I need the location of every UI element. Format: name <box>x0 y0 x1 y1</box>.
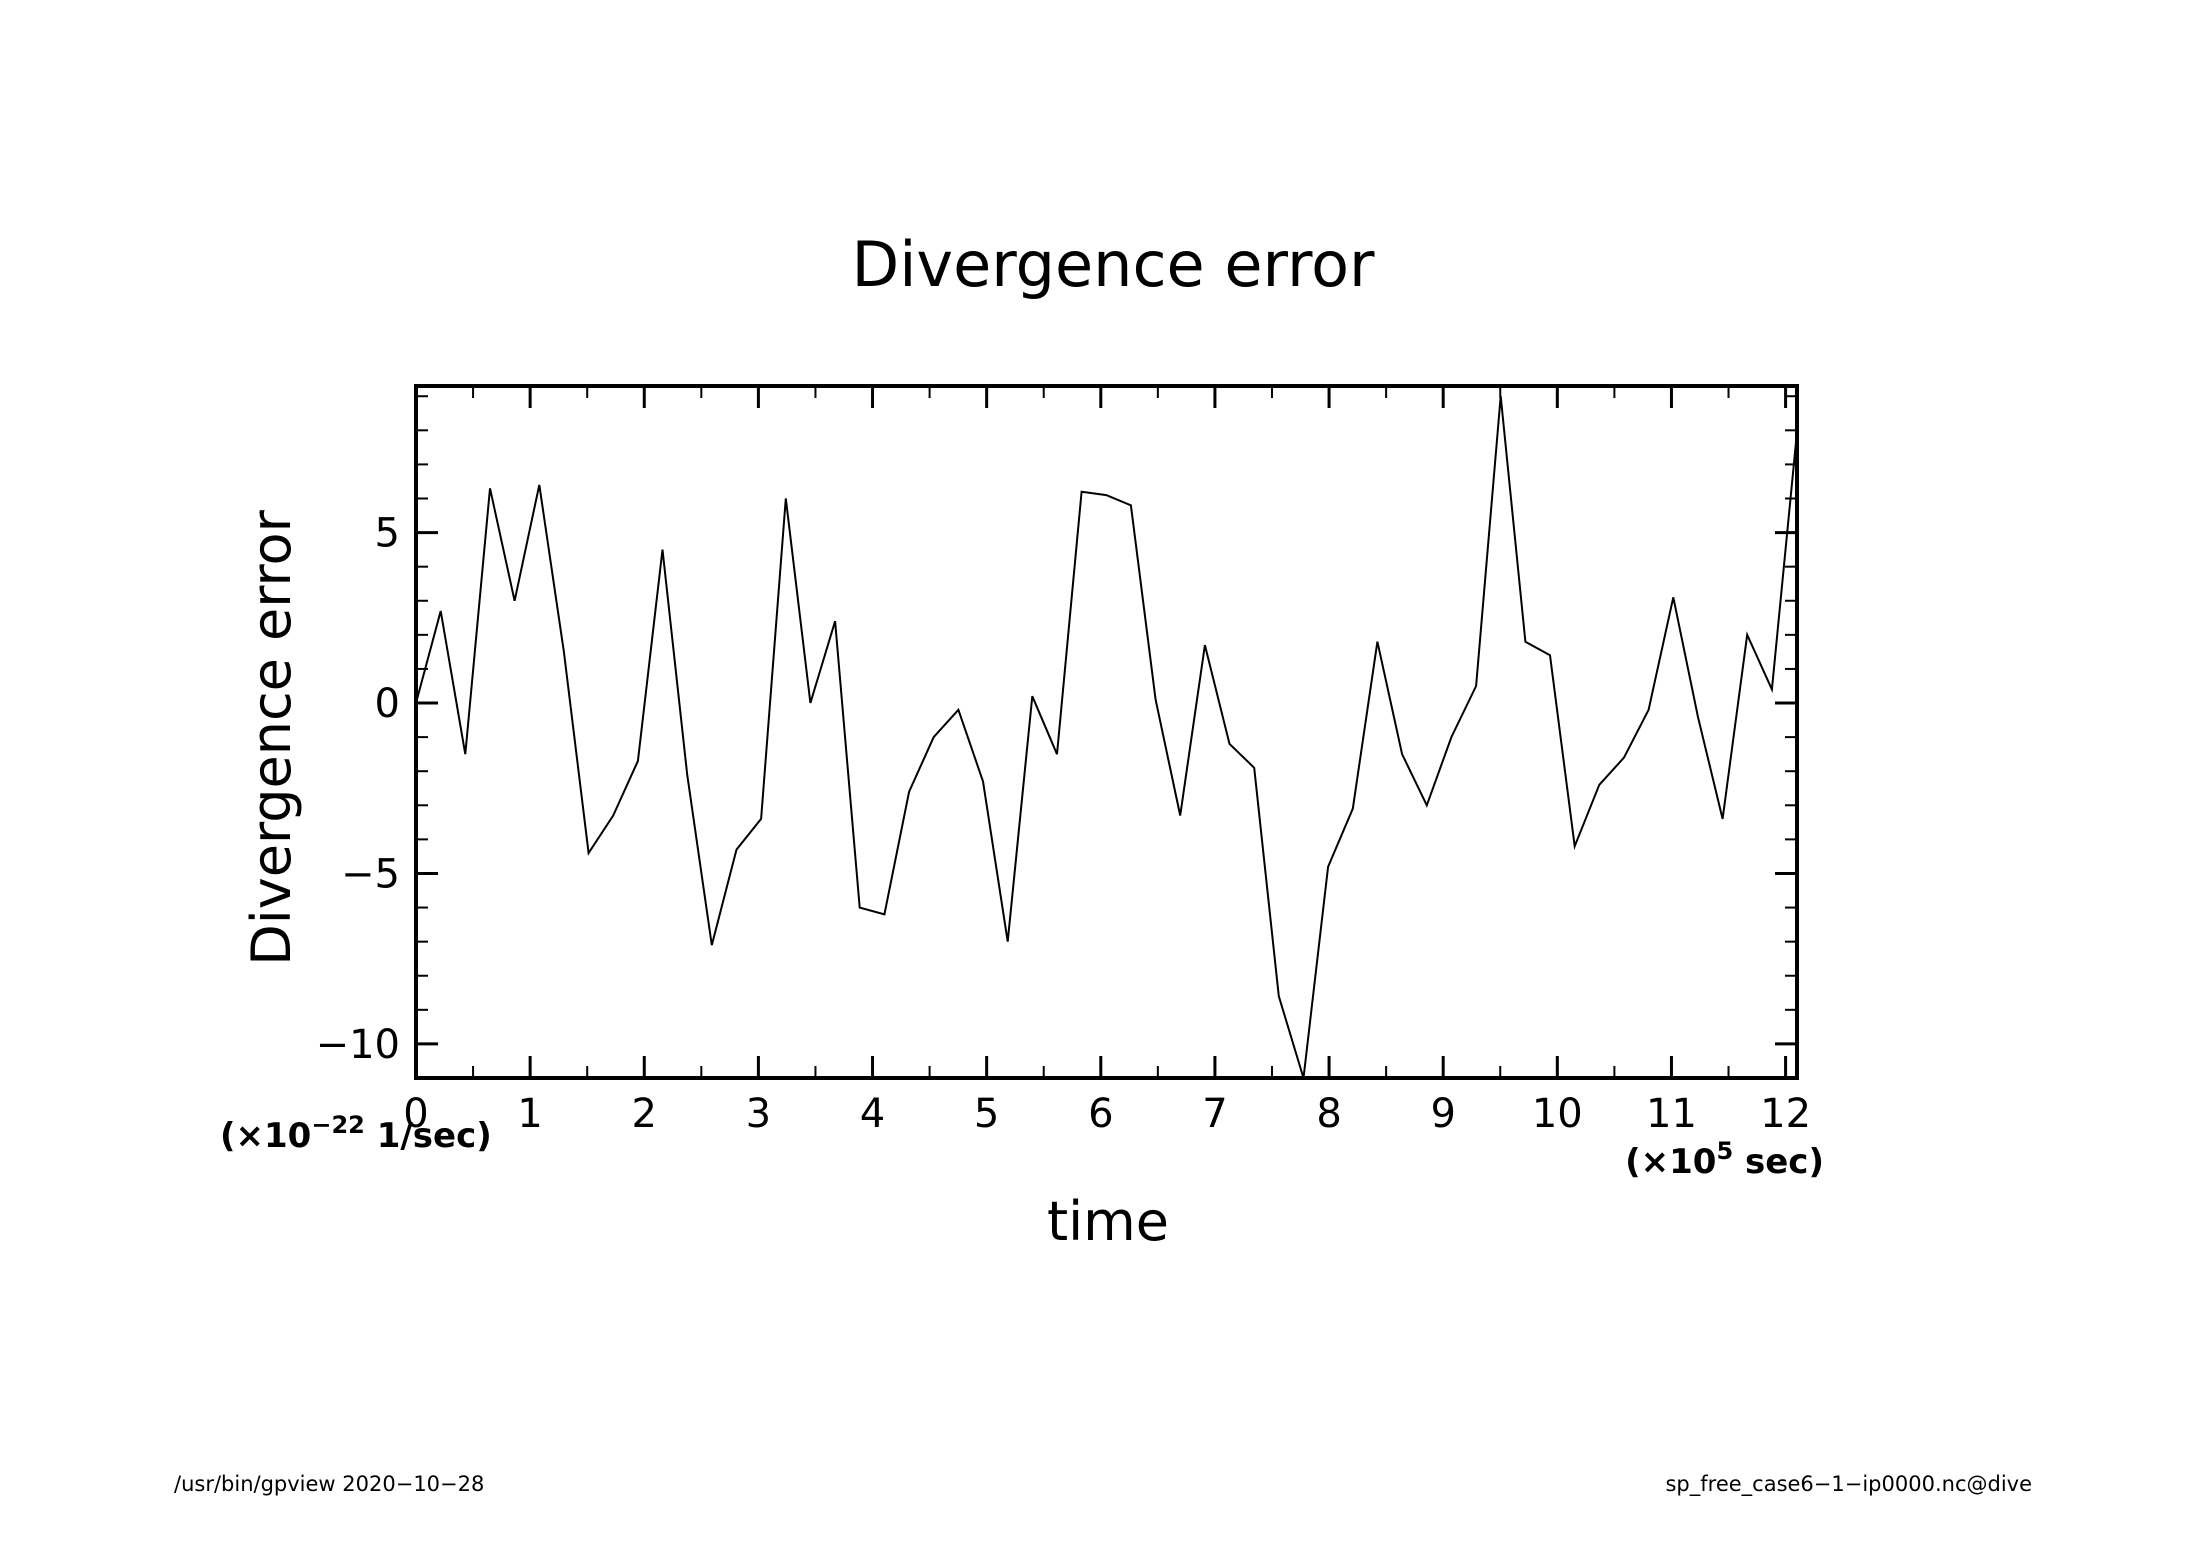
x-tick-label: 5 <box>974 1091 999 1137</box>
x-tick-label: 10 <box>1532 1091 1583 1137</box>
plot-frame <box>414 384 1799 1080</box>
x-tick-label: 1 <box>517 1091 542 1137</box>
x-tick-label: 2 <box>632 1091 657 1137</box>
x-scale-label: (×105 sec) <box>1625 1137 1824 1182</box>
x-axis-label: time <box>1047 1190 1169 1253</box>
footer-right: sp_free_case6−1−ip0000.nc@dive <box>1665 1472 2032 1497</box>
y-tick-label: −10 <box>316 1022 400 1068</box>
x-tick-label: 11 <box>1646 1091 1697 1137</box>
y-scale-label: (×10−22 1/sec) <box>220 1111 492 1156</box>
y-tick-label: −5 <box>341 851 400 897</box>
axis-ticks: 0 1 2 3 4 5 6 7 8 9 10 11 12−10−505 <box>316 386 1811 1137</box>
x-tick-label: 3 <box>746 1091 771 1137</box>
y-scale-exponent: −22 <box>311 1111 365 1139</box>
y-scale-suffix: 1/sec) <box>365 1116 492 1156</box>
y-axis-label: Divergence error <box>240 509 303 965</box>
y-tick-label: 0 <box>375 681 400 727</box>
x-tick-label: 0 <box>403 1091 428 1137</box>
chart-title: Divergence error <box>851 228 1375 301</box>
x-tick-label: 8 <box>1316 1091 1341 1137</box>
x-scale-exponent: 5 <box>1716 1137 1733 1165</box>
x-scale-prefix: (×10 <box>1625 1142 1716 1182</box>
x-tick-label: 9 <box>1430 1091 1455 1137</box>
series-line-0 <box>415 396 1798 1079</box>
x-scale-suffix: sec) <box>1733 1142 1824 1182</box>
x-tick-label: 4 <box>860 1091 885 1137</box>
y-scale-prefix: (×10 <box>220 1116 311 1156</box>
x-tick-label: 7 <box>1202 1091 1227 1137</box>
x-tick-label: 6 <box>1088 1091 1113 1137</box>
series-layer <box>415 396 1798 1079</box>
footer-left: /usr/bin/gpview 2020−10−28 <box>174 1472 484 1496</box>
x-tick-label: 12 <box>1760 1091 1811 1137</box>
y-tick-label: 5 <box>375 511 400 557</box>
